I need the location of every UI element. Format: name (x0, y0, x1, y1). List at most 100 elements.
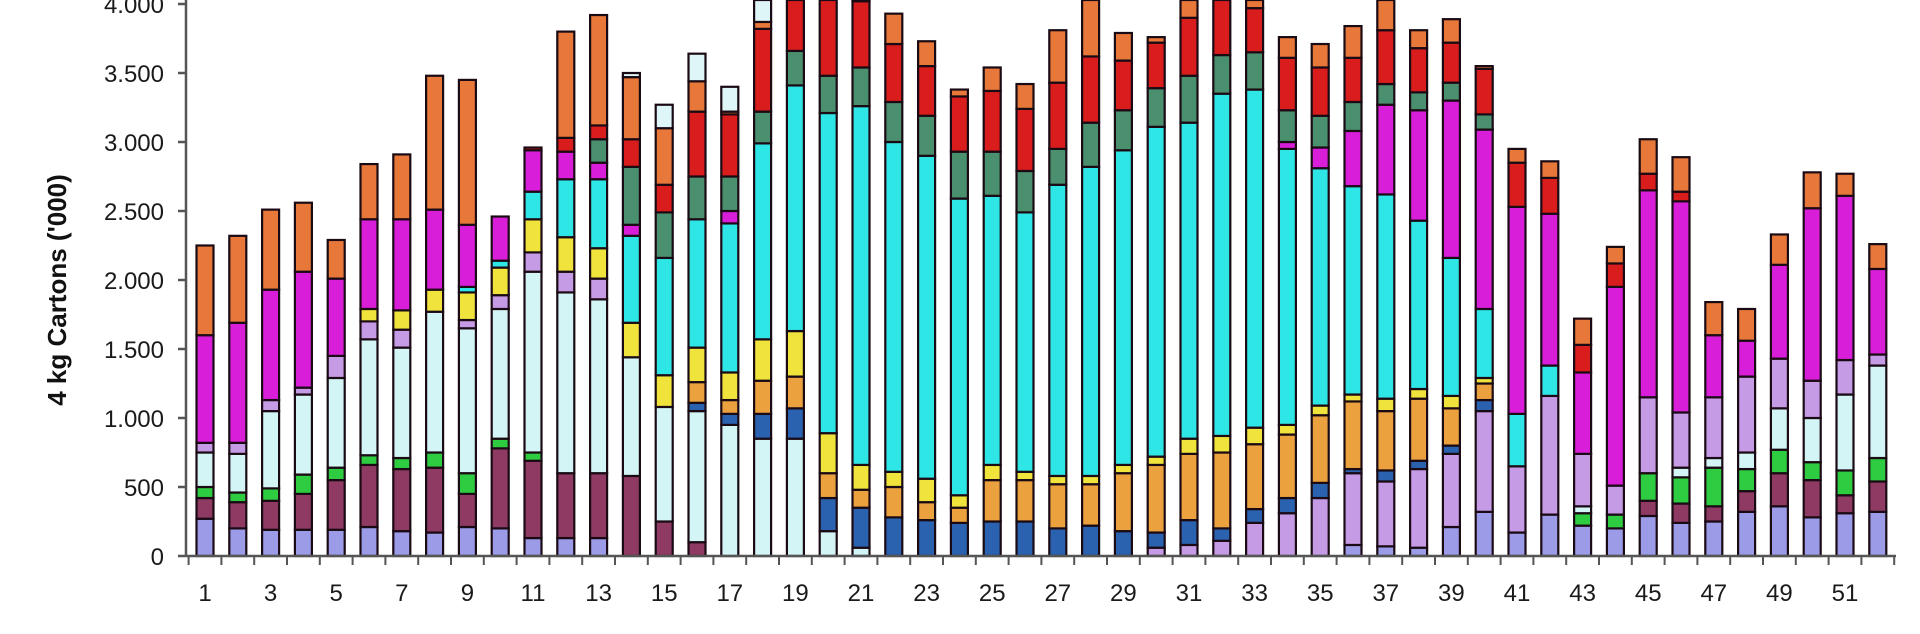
y-axis: 0 500 1.000 1.500 2.000 2.500 3.000 3.500 4.000 (104, 0, 188, 571)
bar-segment-red (1048, 81, 1068, 151)
bar-segment-magenta (490, 215, 510, 262)
bar-segment-orange (1736, 307, 1757, 342)
bar-segment-dark-green (720, 175, 740, 213)
bar-segment-dark-green (949, 150, 970, 200)
bar-segment-light-cyan (228, 452, 248, 494)
bar-segment-light-cyan (1671, 466, 1691, 479)
bar-segment-lavender (1343, 543, 1363, 558)
bar-week-35 (1310, 42, 1330, 558)
bar-segment-light-purple (1704, 396, 1724, 460)
bar-segment-lavender (1671, 521, 1691, 558)
bar-segment-orange (1343, 24, 1363, 59)
bar-segment-magenta (1507, 205, 1527, 415)
bar-segment-red (654, 183, 674, 214)
bar-segment-orange (1146, 36, 1166, 44)
bar-segment-red (949, 95, 970, 153)
bar-segment-green (1572, 512, 1593, 527)
bar-segment-dark-green (1343, 100, 1363, 133)
bar-segment-tan-orange (1408, 397, 1429, 462)
bar-segment-cyan (1343, 185, 1363, 396)
bar-segment-lavender (490, 527, 510, 558)
bar-segment-dark-blue (1113, 530, 1134, 558)
y-tick-label: 0 (151, 544, 164, 571)
bar-segment-orange (457, 78, 477, 226)
bar-segment-red (1343, 56, 1363, 104)
bar-week-4 (293, 201, 313, 558)
bar-week-8 (425, 74, 445, 558)
bar-segment-green (1802, 461, 1822, 482)
bar-segment-maroon (1835, 494, 1855, 515)
bar-segment-red (1212, 0, 1232, 57)
bar-segment-tan-orange (1179, 452, 1199, 522)
bar-segment-orange (1638, 138, 1658, 175)
bar-segment-orange (982, 66, 1002, 93)
bar-segment-cyan (621, 234, 642, 324)
bar-segment-maroon (687, 541, 707, 558)
bar-segment-magenta (621, 223, 642, 237)
bar-segment-light-cyan (490, 307, 510, 440)
bar-week-1 (195, 244, 215, 558)
x-tick-label: 13 (585, 580, 612, 607)
bar-segment-pale-top (654, 103, 674, 130)
bar-segment-lavender (1638, 514, 1658, 558)
bar-segment-dark-green (1310, 114, 1330, 149)
bar-segment-maroon (228, 501, 248, 530)
bar-week-18 (752, 0, 773, 558)
bar-segment-orange (1507, 147, 1527, 164)
bar-segment-green (293, 473, 313, 495)
bar-segment-dark-green (1080, 121, 1101, 168)
bar-segment-lavender (293, 528, 313, 558)
bar-segment-green (1868, 456, 1888, 483)
bar-segment-light-cyan (359, 338, 379, 457)
bar-week-7 (392, 153, 412, 558)
bar-segment-orange (884, 12, 904, 46)
x-tick-label: 39 (1438, 580, 1465, 607)
bar-segment-green (359, 454, 379, 467)
bar-segment-orange (654, 127, 674, 186)
x-tick-label: 47 (1700, 580, 1727, 607)
bar-segment-red (851, 0, 871, 69)
bar-segment-light-cyan (425, 310, 445, 454)
bar-segment-green (195, 485, 215, 500)
bar-segment-cyan (1507, 412, 1527, 468)
bar-segment-dark-blue (752, 412, 773, 440)
x-tick-label: 23 (913, 580, 940, 607)
bar-segment-lavender (1835, 512, 1855, 558)
bar-segment-tan-orange (1343, 400, 1363, 471)
bar-segment-orange (621, 76, 642, 141)
bar-segment-magenta (1868, 267, 1888, 356)
bar-week-42 (1540, 160, 1560, 558)
bar-segment-cyan (1113, 149, 1134, 467)
bar-segment-magenta (228, 321, 248, 444)
bar-segment-light-purple (457, 318, 477, 330)
bar-segment-orange (1769, 233, 1790, 266)
bar-segment-light-purple (392, 328, 412, 349)
bar-segment-yellow (1376, 397, 1396, 413)
bar-segment-dark-green (1212, 53, 1232, 95)
bar-segment-orange (1605, 245, 1626, 265)
bar-segment-yellow (916, 477, 937, 504)
bar-segment-cyan (1540, 364, 1560, 398)
x-tick-label: 49 (1766, 580, 1793, 607)
bar-week-11 (523, 146, 543, 558)
bar-segment-light-cyan (588, 298, 609, 475)
bar-segment-cyan (1277, 147, 1298, 426)
bar-segment-light-purple (228, 441, 248, 455)
bar-segment-maroon (654, 520, 674, 558)
bar-segment-cyan (1179, 121, 1199, 440)
bar-segment-tan-orange (851, 488, 871, 509)
x-tick-label: 5 (330, 580, 343, 607)
bar-segment-lavender (1769, 505, 1790, 558)
bar-segment-orange (1704, 300, 1724, 337)
bar-segment-lavender (326, 528, 346, 558)
bar-segment-orange (1080, 0, 1101, 58)
bar-segment-pale-top (752, 0, 773, 24)
bar-segment-cyan (1244, 88, 1265, 429)
bar-segment-tan-orange (687, 381, 707, 404)
bar-segment-pale-top (720, 85, 740, 113)
bar-segment-orange (1441, 18, 1462, 44)
bar-week-3 (261, 208, 281, 558)
bar-segment-maroon (1736, 490, 1757, 513)
bar-segment-orange (1310, 42, 1330, 69)
bar-segment-magenta (523, 149, 543, 193)
